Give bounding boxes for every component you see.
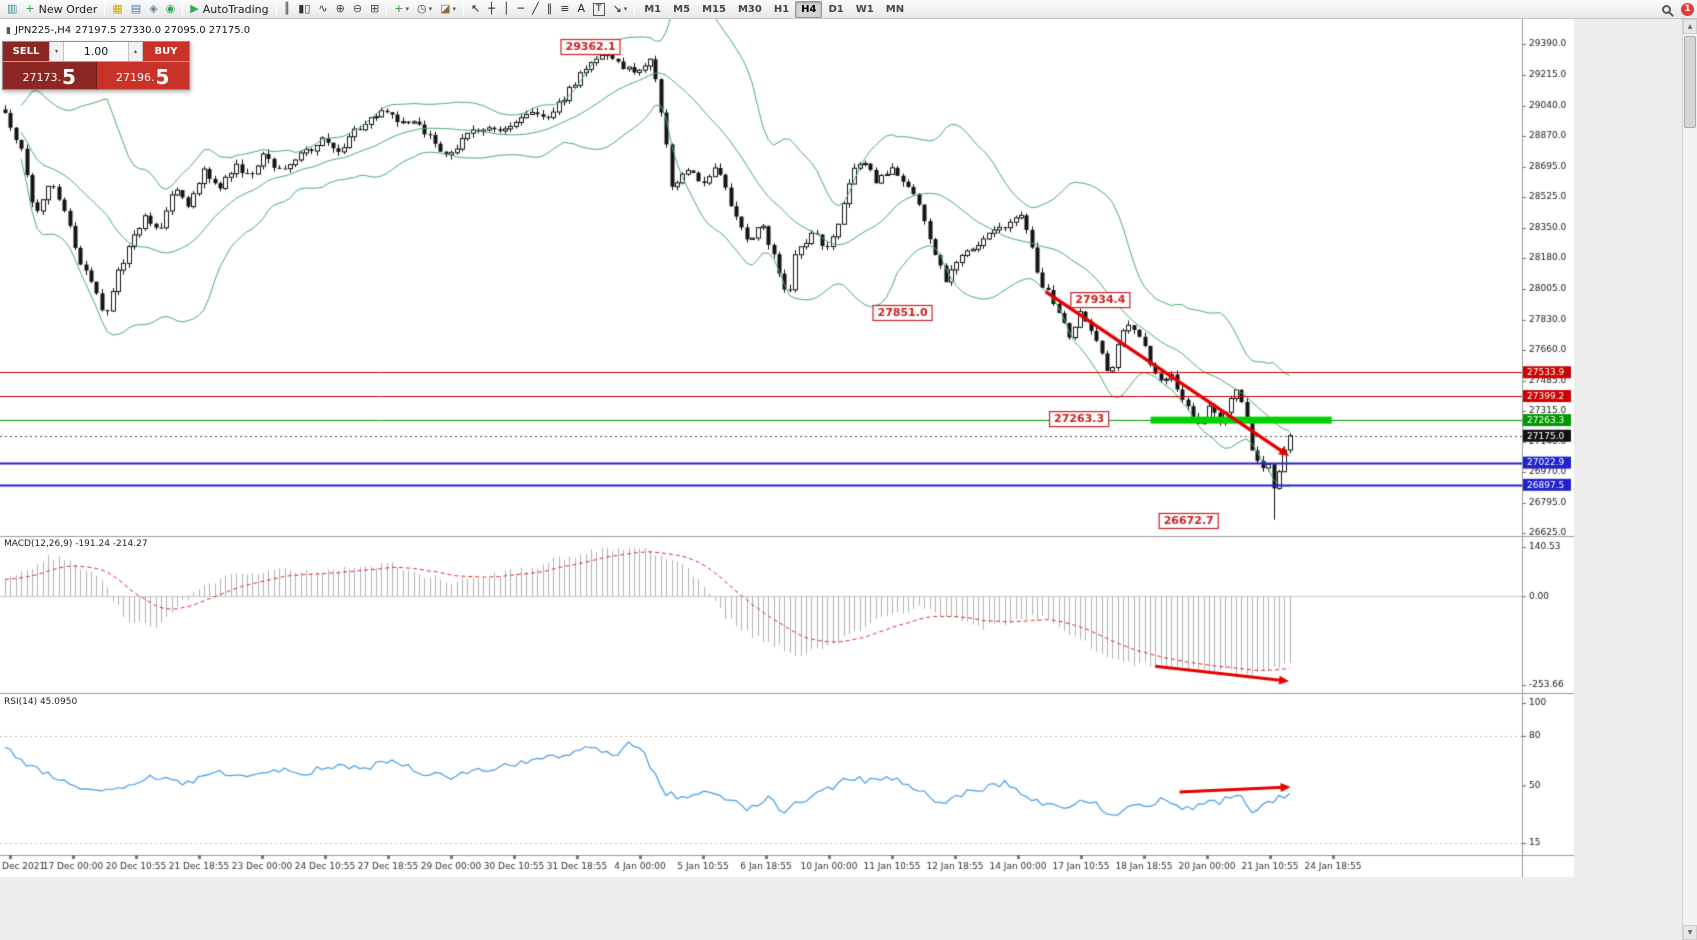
templates-menu[interactable]: ◪ ▾ [436,1,460,18]
chevron-down-icon: ▾ [623,5,628,13]
sell-price-big-digit: 5 [62,65,76,89]
sell-button[interactable]: SELL [3,42,49,61]
new-order-button[interactable]: + New Order [21,1,101,18]
timeframe-m1[interactable]: M1 [644,3,662,15]
bar-chart-icon-glyph: ║ [283,2,291,15]
equidistant-channel-icon-glyph: ∥ [546,2,553,15]
crosshair-icon-glyph: ┼ [488,2,495,15]
cursor-icon[interactable]: ↖ [467,1,484,18]
timeframe-h1[interactable]: H1 [773,3,790,15]
chart-window-icon[interactable]: ▥ [3,1,21,18]
terminal-icon-glyph: ◉ [165,2,176,15]
timeframe-mn[interactable]: MN [885,3,905,15]
templates-menu-glyph: ◪ [440,2,451,15]
vertical-line-icon-glyph: │ [502,2,510,15]
zoom-out-icon-glyph: ⊖ [352,2,363,15]
vertical-line-icon[interactable]: │ [499,1,514,18]
new-order-button-label: New Order [38,2,98,16]
crosshair-icon[interactable]: ┼ [484,1,499,18]
chart-workspace: ▮ JPN225-,H4 27197.5 27330.0 27095.0 271… [0,19,1697,940]
bar-chart-icon[interactable]: ║ [280,1,295,18]
autotrading-button-label: AutoTrading [202,2,269,16]
terminal-icon[interactable]: ◉ [162,1,180,18]
data-window-icon[interactable]: ▤ [127,1,145,18]
timeframe-h4[interactable]: H4 [795,0,823,18]
new-order-icon: + [25,2,35,15]
fibonacci-icon-glyph: ≡ [560,2,570,15]
buy-price-button[interactable]: 27196. 5 [96,62,189,89]
volume-input[interactable] [64,42,128,61]
zoom-in-icon-glyph: ⊕ [335,2,345,15]
periods-menu-glyph: ◷ [416,2,427,15]
scrollbar-thumb[interactable] [1684,36,1696,128]
volume-decrease-button[interactable]: ▾ [49,42,64,61]
indicators-menu-glyph: + [394,2,404,15]
zoom-out-icon[interactable]: ⊖ [349,1,366,18]
buy-price-big-digit: 5 [155,65,170,89]
timeframe-w1[interactable]: W1 [855,3,874,15]
magnifier-glyph [1662,4,1671,14]
timeframe-m30[interactable]: M30 [737,3,762,15]
one-click-controls: SELL ▾ ▴ BUY [3,42,189,62]
search-icon[interactable] [1658,1,1675,18]
equidistant-channel-icon[interactable]: ∥ [543,1,557,18]
price-chart-canvas[interactable] [0,19,1682,940]
notifications-badge[interactable]: 1 [1681,2,1694,16]
text-icon-glyph: A [577,2,585,15]
fibonacci-icon[interactable]: ≡ [556,1,573,18]
market-watch-icon[interactable]: ▦ [108,1,126,18]
chevron-down-icon: ▾ [428,5,433,13]
toolbar-separator [634,2,636,16]
main-toolbar: ▥ + New Order ▦ ▤ ◈ ◉ ▶ AutoTrading ║ ▮▯ ∿ ⊕ ⊖ ⊞ + ▾ ◷ ▾ ◪ ▾… [0,0,1697,19]
arrows-menu[interactable]: ↘ ▾ [609,1,632,18]
periods-menu[interactable]: ◷ ▾ [413,1,436,18]
chevron-down-icon: ▾ [452,5,457,13]
tile-windows-icon[interactable]: ⊞ [366,1,383,18]
scrollbar-down-button[interactable]: ▼ [1683,925,1697,940]
buy-price: 27196. [116,71,155,84]
sell-price: 27173. [22,71,62,84]
toolbar-separator [104,2,106,16]
timeframe-d1[interactable]: D1 [828,3,844,15]
chevron-down-icon: ▾ [405,5,409,13]
one-click-trading-panel: SELL ▾ ▴ BUY 27173. 5 27196. 5 [2,41,190,90]
line-chart-icon-glyph: ∿ [318,2,328,15]
scrollbar-up-button[interactable]: ▲ [1683,19,1697,34]
chart-window-icon-glyph: ▥ [7,2,18,15]
text-icon[interactable]: A [573,1,589,18]
cursor-icon-glyph: ↖ [471,2,481,15]
candlestick-chart-icon[interactable]: ▮▯ [294,1,314,18]
trendline-icon[interactable]: ╱ [528,1,543,18]
navigator-icon-glyph: ◈ [149,2,158,15]
sell-price-button[interactable]: 27173. 5 [3,62,97,89]
volume-increase-button[interactable]: ▴ [128,42,143,61]
horizontal-line-icon-glyph: ─ [517,2,525,15]
autotrading-button[interactable]: ▶ AutoTrading [186,1,272,18]
toolbar-separator [463,2,465,16]
line-chart-icon[interactable]: ∿ [314,1,331,18]
one-click-prices: 27173. 5 27196. 5 [3,62,189,89]
candlestick-chart-icon-glyph: ▮▯ [298,2,311,15]
data-window-icon-glyph: ▤ [130,2,142,15]
toolbar-separator [275,2,277,16]
timeframe-m15[interactable]: M15 [702,3,726,15]
market-watch-icon-glyph: ▦ [112,2,123,15]
trendline-icon-glyph: ╱ [532,2,539,15]
tile-windows-icon-glyph: ⊞ [370,2,380,15]
autotrading-play-icon: ▶ [190,2,199,15]
toolbar-separator [182,2,184,16]
text-label-icon-glyph: T [593,2,605,16]
indicators-menu[interactable]: + ▾ [390,1,413,18]
timeframe-m5[interactable]: M5 [673,3,691,15]
horizontal-line-icon[interactable]: ─ [514,1,529,18]
vertical-scrollbar[interactable]: ▲ ▼ [1682,19,1697,940]
buy-button[interactable]: BUY [143,42,189,61]
arrows-menu-glyph: ↘ [612,2,622,15]
toolbar-separator [386,2,388,16]
navigator-icon[interactable]: ◈ [145,1,161,18]
zoom-in-icon[interactable]: ⊕ [332,1,349,18]
text-label-icon[interactable]: T [589,1,609,18]
